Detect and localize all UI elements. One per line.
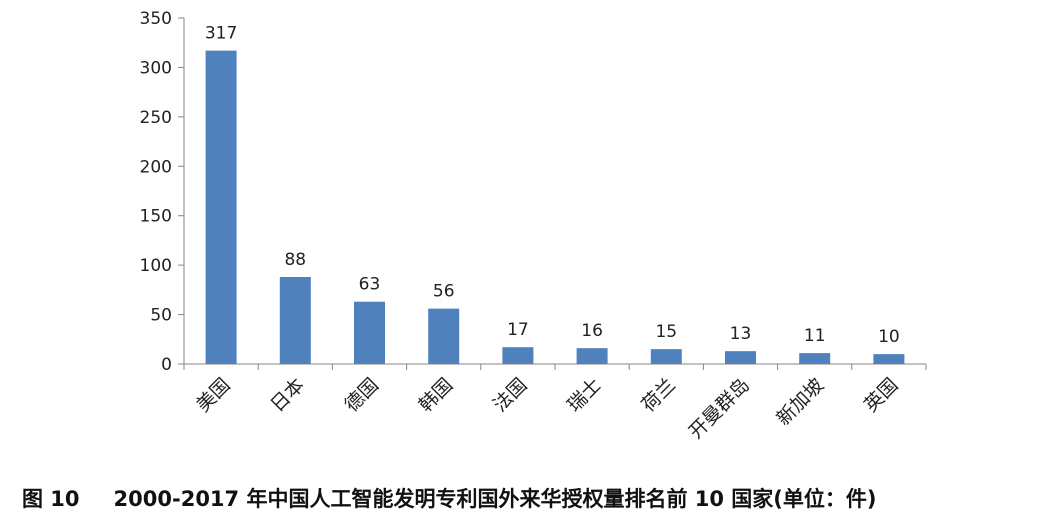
data-label: 63 [359, 275, 381, 295]
bar [502, 347, 534, 364]
data-label: 13 [730, 324, 752, 344]
bar [873, 354, 905, 364]
category-label: 德国 [341, 374, 383, 416]
data-label: 11 [804, 326, 826, 346]
figure-number: 图 10 [22, 487, 80, 511]
data-label: 10 [878, 327, 900, 347]
y-tick-label: 250 [140, 108, 172, 128]
category-label: 日本 [266, 374, 308, 416]
bar [650, 349, 682, 364]
y-tick-label: 300 [140, 58, 172, 78]
figure-caption: 图 10 2000-2017 年中国人工智能发明专利国外来华授权量排名前 10 国… [22, 483, 1042, 513]
category-label: 英国 [860, 374, 902, 416]
bar [354, 301, 385, 364]
bar-chart: 0 50 100 150 200 250 300 350 317 美国 88 日本 63 德国 56 韩国 17… [140, 9, 927, 443]
y-tick-label: 150 [140, 207, 172, 227]
category-label: 荷兰 [637, 374, 679, 416]
caption-text: 2000-2017 年中国人工智能发明专利国外来华授权量排名前 10 国家(单位… [113, 487, 877, 511]
category-label: 美国 [192, 374, 234, 416]
data-label: 17 [507, 320, 529, 340]
category-label: 法国 [489, 374, 531, 416]
y-tick-label: 100 [140, 256, 172, 276]
y-tick-label: 200 [140, 157, 172, 177]
data-label: 16 [581, 321, 603, 341]
data-label: 56 [433, 282, 455, 302]
y-tick-label: 350 [140, 9, 172, 29]
bar [205, 50, 237, 364]
chart-canvas: 0 50 100 150 200 250 300 350 317 美国 88 日本 63 德国 56 韩国 17… [140, 9, 927, 443]
data-label: 88 [284, 250, 306, 270]
category-label: 韩国 [415, 374, 457, 416]
bar [576, 348, 608, 364]
category-label: 瑞士 [563, 374, 605, 416]
bar [799, 353, 831, 364]
data-label: 317 [205, 24, 237, 44]
data-label: 15 [655, 322, 677, 342]
y-tick-label: 0 [161, 355, 172, 375]
bar [725, 351, 756, 364]
bar [428, 308, 460, 364]
category-label: 新加坡 [772, 374, 828, 430]
bar [279, 277, 311, 364]
category-label: 开曼群岛 [685, 374, 754, 443]
y-tick-label: 50 [150, 306, 172, 326]
